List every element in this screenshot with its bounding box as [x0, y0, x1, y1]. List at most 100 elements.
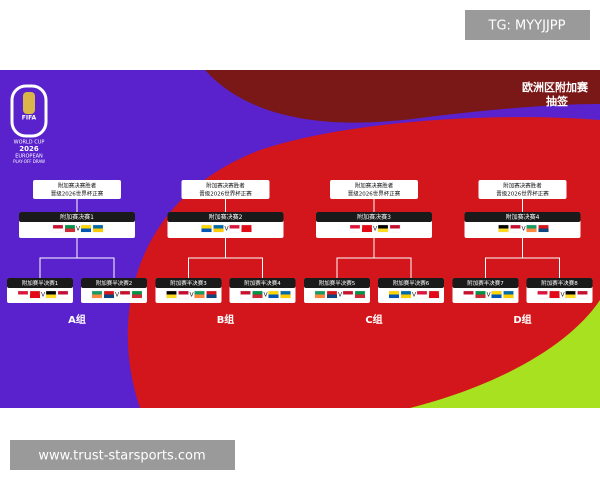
flag [18, 294, 28, 298]
flag [417, 294, 427, 298]
logo-line: 2026 [19, 145, 39, 153]
final-strip [316, 212, 432, 222]
flag [390, 228, 400, 232]
group-label: B组 [217, 313, 235, 326]
winner-box [33, 180, 121, 199]
flag [104, 294, 114, 298]
flag [166, 294, 177, 298]
vs-mark: V [41, 292, 46, 299]
winner-text: 晋级2026世界杯正赛 [199, 190, 252, 198]
flag [252, 294, 263, 298]
flag [355, 294, 365, 298]
logo-emblem [10, 84, 48, 138]
logo-trophy [23, 92, 35, 114]
flag [327, 294, 337, 298]
vs-mark: V [76, 226, 81, 233]
semi-strip [452, 278, 519, 288]
flag [510, 228, 521, 232]
winner-box [181, 180, 270, 199]
bg-green [410, 300, 600, 408]
logo-line: EUROPEAN [15, 154, 43, 160]
flag [132, 294, 142, 298]
vs-mark: V [189, 292, 194, 299]
semi-strip [7, 278, 73, 288]
tag-text: TG: MYYJJPP [488, 19, 566, 34]
flag [92, 294, 102, 298]
bg-dark-red [205, 70, 600, 123]
semi-strip [81, 278, 147, 288]
flag [206, 294, 217, 298]
semi-text: 附加赛半决赛3 [170, 279, 207, 287]
flag [362, 228, 372, 232]
final-strip [167, 212, 284, 222]
final-text: 附加赛决赛4 [506, 213, 540, 221]
tag-box [465, 10, 590, 40]
flag [30, 294, 40, 298]
flag [93, 228, 103, 232]
flag [549, 294, 560, 298]
winner-box [478, 180, 567, 199]
group-label: D组 [513, 313, 531, 326]
footer-box [10, 440, 235, 470]
flag [503, 294, 514, 298]
flag [565, 294, 576, 298]
winner-text: 晋级2026世界杯正赛 [51, 190, 104, 198]
winner-box [330, 180, 418, 199]
flag [120, 294, 130, 298]
group-label: A组 [68, 313, 86, 326]
semi-strip [304, 278, 370, 288]
poster: FIFA WORLD CUP 2026 EUROPEAN PLAY-OFF DR… [0, 70, 600, 409]
flag [201, 228, 212, 232]
flag [577, 294, 588, 298]
flag [65, 228, 75, 232]
footer-text: www.trust-starsports.com [38, 449, 205, 464]
vs-mark: V [521, 226, 526, 233]
winner-text: 晋级2026世界杯正赛 [348, 190, 401, 198]
vs-mark: V [412, 292, 417, 299]
flag [498, 228, 509, 232]
flag [537, 294, 548, 298]
semi-text: 附加赛半决赛7 [467, 279, 504, 287]
semi-text: 附加赛半决赛2 [96, 279, 133, 287]
semi-strip [526, 278, 593, 288]
winner-text: 附加赛决赛胜者 [355, 182, 394, 190]
flag [429, 294, 439, 298]
semi-text: 附加赛半决赛5 [319, 279, 356, 287]
vs-mark: V [224, 226, 229, 233]
connector [485, 257, 560, 278]
flag [491, 294, 502, 298]
flag [538, 228, 549, 232]
vs-mark: V [486, 292, 491, 299]
winner-text: 附加赛决赛胜者 [503, 182, 542, 190]
connector [188, 257, 263, 278]
flag [81, 228, 91, 232]
flag [194, 294, 205, 298]
flag [280, 294, 291, 298]
final-strip [19, 212, 135, 222]
winner-text: 晋级2026世界杯正赛 [496, 190, 549, 198]
flag [315, 294, 325, 298]
title-line: 欧洲区附加赛 [522, 80, 589, 94]
logo-brand: FIFA [22, 115, 37, 122]
vs-mark: V [263, 292, 268, 299]
semi-text: 附加赛半决赛8 [541, 279, 578, 287]
flag [53, 228, 63, 232]
flag [401, 294, 411, 298]
group-label: C组 [365, 313, 382, 326]
winner-text: 附加赛决赛胜者 [58, 182, 97, 190]
logo-line: PLAY-OFF DRAW [13, 159, 45, 164]
vs-mark: V [560, 292, 565, 299]
logo-line: WORLD CUP [14, 140, 45, 146]
flag [389, 294, 399, 298]
final-text: 附加赛决赛3 [357, 213, 391, 221]
flag [240, 294, 251, 298]
title-line: 抽签 [546, 94, 569, 108]
final-strip [464, 212, 581, 222]
flag [229, 228, 240, 232]
final-text: 附加赛决赛1 [60, 213, 94, 221]
flag [268, 294, 279, 298]
flag [378, 228, 388, 232]
vs-mark: V [338, 292, 343, 299]
